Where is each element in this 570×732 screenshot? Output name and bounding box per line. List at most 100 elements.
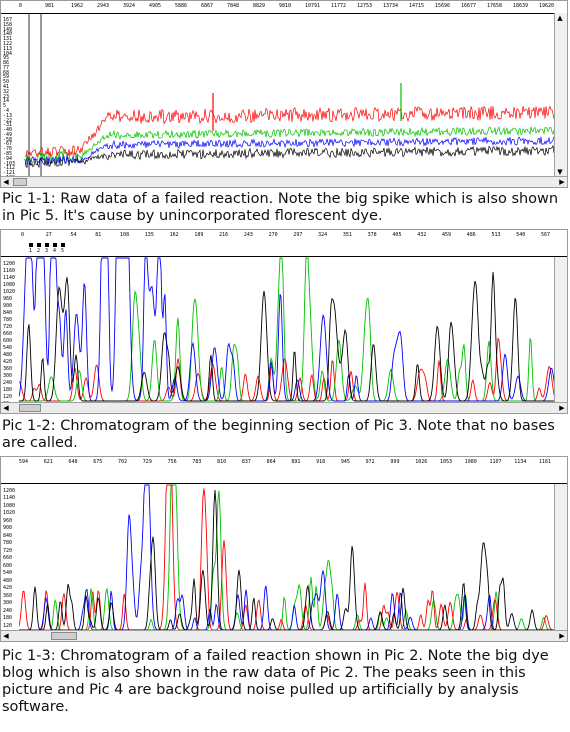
y-tick-label: 780 (3, 317, 13, 323)
y-tick-label: 960 (3, 517, 13, 524)
caption-pic-1-3: Pic 1-3: Chromatogram of a failed reacti… (2, 648, 549, 715)
ruler-tick-label: 12753 (357, 3, 373, 9)
y-tick-label: 600 (3, 562, 13, 569)
raw-vertical-scrollbar[interactable]: ▲ ▼ (554, 13, 567, 177)
ruler-tick-label: 378 (367, 232, 377, 238)
ruler-tick-label: 15696 (435, 3, 451, 9)
y-tick-label: 122 (3, 40, 13, 47)
y-tick-label: -4 (3, 107, 10, 114)
y-tick-label: 480 (3, 352, 13, 358)
ruler-tick-label: 297 (293, 232, 303, 238)
y-tick-label: 120 (3, 622, 13, 629)
y-tick-label: 5 (3, 103, 7, 110)
scroll-right-icon[interactable]: ▶ (559, 632, 565, 640)
y-tick-label: 149 (3, 26, 13, 33)
ruler-tick-label: 18639 (513, 3, 529, 9)
ruler-tick-label: 16677 (461, 3, 477, 9)
ruler-tick-label: 5886 (175, 3, 188, 9)
ruler-tick-label: 918 (316, 459, 326, 465)
raw-trace-red (24, 105, 557, 158)
ruler-tick-label: 11772 (331, 3, 347, 9)
chromatogram-y-axis: 1200 1160 1140 1080 1020 960 900 840 780 720 660 60… (1, 257, 17, 407)
y-tick-label: -103 (3, 160, 16, 167)
raw-scroll-thumb[interactable] (13, 178, 27, 186)
y-tick-label: -22 (3, 117, 13, 124)
y-tick-label: 59 (3, 74, 10, 81)
ruler-tick-label: 135 (144, 232, 154, 238)
chromatogram-trace-red (19, 484, 555, 631)
chromatogram-2-horizontal-scrollbar[interactable]: ◀ ▶ (1, 630, 567, 641)
chromatogram-trace-blue (19, 484, 555, 631)
chromatogram-1-vertical-scrollbar[interactable] (554, 257, 567, 403)
chromatogram-trace-blue (19, 257, 555, 402)
y-tick-label: 104 (3, 50, 13, 57)
ruler-tick-label: 1134 (514, 459, 527, 465)
scroll-left-icon[interactable]: ◀ (3, 404, 9, 412)
ruler-tick-label: 540 (516, 232, 526, 238)
y-tick-label: 300 (3, 373, 13, 379)
ruler-tick-label: 999 (390, 459, 400, 465)
y-tick-label: 86 (3, 60, 10, 67)
ruler-tick-label: 567 (541, 232, 551, 238)
ruler-tick-label: 54 (70, 232, 77, 238)
y-tick-label: 113 (3, 45, 13, 52)
chromatogram-2-vertical-scrollbar[interactable] (554, 484, 567, 631)
y-tick-label: 131 (3, 36, 13, 43)
raw-horizontal-scrollbar[interactable]: ◀ ▶ (1, 176, 567, 187)
y-tick-label: 600 (3, 338, 13, 344)
y-tick-label: 1080 (3, 502, 16, 509)
y-tick-label: -40 (3, 127, 13, 134)
scroll-down-icon[interactable]: ▼ (557, 168, 563, 176)
chromatogram-2-scroll-thumb[interactable] (51, 632, 77, 640)
ruler-tick-label: 3924 (123, 3, 136, 9)
y-tick-label: 240 (3, 607, 13, 614)
y-tick-label: -121 (3, 170, 16, 177)
ruler-tick-label: 10791 (305, 3, 321, 9)
lane-marker-box-icon (45, 243, 49, 247)
lane-marker-box-icon (37, 243, 41, 247)
lane-marker: 4 (53, 248, 57, 254)
y-tick-label: -112 (3, 165, 16, 172)
chromatogram-trace-green (19, 484, 555, 631)
ruler-tick-label: 351 (342, 232, 352, 238)
scroll-right-icon[interactable]: ▶ (559, 404, 565, 412)
ruler-tick-label: 7848 (227, 3, 240, 9)
ruler-tick-label: 162 (169, 232, 179, 238)
y-tick-label: 1140 (3, 275, 16, 281)
ruler-tick-label: 13734 (383, 3, 399, 9)
ruler-tick-label: 1962 (71, 3, 84, 9)
chromatogram-1-scroll-thumb[interactable] (19, 404, 41, 412)
chromatogram-plot-2 (19, 484, 555, 631)
ruler-tick-label: 405 (392, 232, 402, 238)
scroll-left-icon[interactable]: ◀ (3, 178, 9, 186)
ruler-tick-label: 486 (466, 232, 476, 238)
y-tick-label: 1140 (3, 495, 16, 502)
scroll-left-icon[interactable]: ◀ (3, 632, 9, 640)
y-tick-label: 23 (3, 93, 10, 100)
y-tick-label: 1200 (3, 488, 16, 494)
y-tick-label: 540 (3, 345, 13, 351)
ruler-tick-label: 2943 (97, 3, 110, 9)
ruler-tick-label: 0 (19, 3, 23, 9)
scroll-up-icon[interactable]: ▲ (557, 14, 563, 22)
scan-ruler: 0 981 1962 2943 3924 4905 5886 6867 7848 8829 9810… (1, 1, 567, 14)
scroll-right-icon[interactable]: ▶ (559, 178, 565, 186)
raw-trace-green (24, 126, 557, 163)
ruler-tick-label: 432 (417, 232, 427, 238)
y-tick-label: 14 (3, 98, 10, 105)
y-tick-label: 240 (3, 380, 13, 386)
chromatogram-1-horizontal-scrollbar[interactable]: ◀ ▶ (1, 402, 567, 413)
y-tick-label: 360 (3, 592, 13, 599)
y-tick-label: 840 (3, 310, 13, 316)
y-tick-label: 68 (3, 69, 10, 76)
y-tick-label: 840 (3, 532, 13, 539)
ruler-tick-label: 837 (241, 459, 251, 465)
ruler-tick-label: 270 (268, 232, 278, 238)
ruler-tick-label: 756 (167, 459, 177, 465)
ruler-tick-label: 17658 (487, 3, 503, 9)
y-tick-label: -85 (3, 151, 13, 158)
lane-marker-box-icon (53, 243, 57, 247)
y-tick-label: 32 (3, 88, 10, 95)
y-tick-label: 1020 (3, 510, 16, 517)
y-tick-label: 300 (3, 600, 13, 607)
